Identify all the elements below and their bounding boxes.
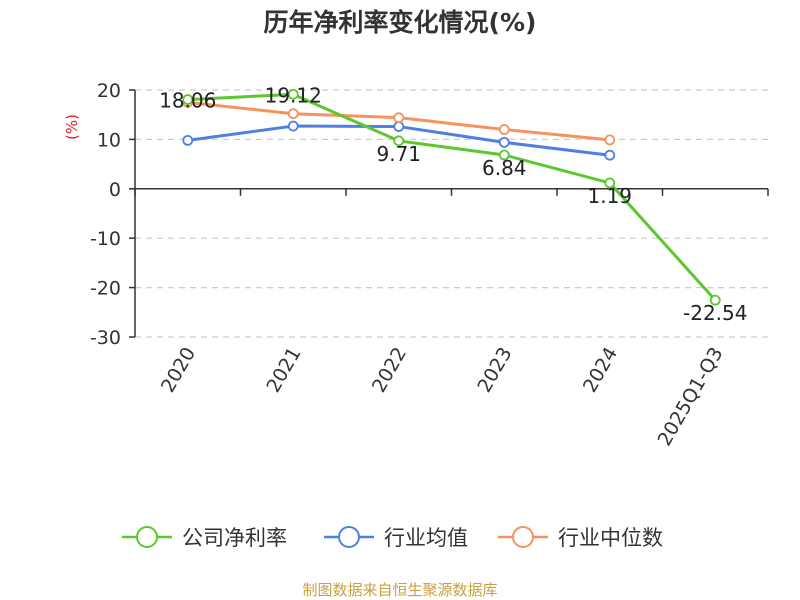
x-tick-label: 2020 [157, 344, 200, 397]
y-tick-label: 10 [97, 129, 121, 151]
data-point[interactable] [182, 94, 194, 105]
legend-item-2[interactable]: 行业中位数 [498, 526, 663, 550]
legend-marker [136, 526, 158, 548]
data-point[interactable] [498, 124, 510, 135]
source-note: 制图数据来自恒生聚源数据库 [302, 581, 497, 599]
legend-item-0[interactable]: 公司净利率 [122, 526, 287, 550]
axis-layer: 20 10 0 -10 -20 -30 2020 2021 2022 2023 2024 2025Q1… [90, 80, 769, 450]
data-point[interactable] [287, 88, 299, 100]
data-label: 18.06 [159, 89, 216, 113]
data-point[interactable] [287, 120, 299, 132]
y-tick-label: 0 [109, 179, 121, 201]
y-tick-label: 20 [97, 80, 121, 102]
data-point[interactable] [604, 177, 616, 189]
y-tick-label: -20 [90, 278, 121, 300]
data-label: -22.54 [683, 301, 747, 325]
chart-title: 历年净利率变化情况(%) [264, 8, 537, 37]
y-tick-label: -10 [90, 228, 121, 250]
grid-layer [135, 89, 768, 338]
legend-label: 行业中位数 [558, 526, 663, 550]
data-point[interactable] [287, 108, 299, 120]
series-2 [182, 96, 616, 146]
legend[interactable]: 公司净利率 行业均值 行业中位数 [122, 526, 663, 550]
legend-label: 行业均值 [384, 526, 468, 550]
series-line [187, 92, 717, 302]
data-label: 9.71 [376, 142, 421, 166]
legend-marker [338, 526, 360, 548]
data-point[interactable] [498, 149, 510, 161]
data-point[interactable] [604, 134, 616, 146]
data-point[interactable] [709, 294, 721, 306]
x-tick-label: 2024 [579, 344, 622, 397]
series-0 [182, 88, 721, 306]
data-point[interactable] [604, 149, 616, 161]
x-tick-label: 2025Q1-Q3 [654, 344, 728, 450]
legend-item-1[interactable]: 行业均值 [324, 526, 468, 550]
series-layer [182, 88, 721, 306]
data-label: 19.12 [265, 83, 322, 107]
data-point[interactable] [498, 136, 510, 148]
legend-marker [512, 526, 534, 548]
data-point[interactable] [393, 135, 405, 147]
data-point[interactable] [393, 121, 405, 132]
x-tick-label: 2022 [368, 344, 411, 397]
data-label: 6.84 [482, 156, 527, 180]
x-tick-label: 2023 [473, 344, 516, 397]
legend-label: 公司净利率 [182, 526, 287, 550]
data-label: 1.19 [587, 184, 632, 208]
data-point[interactable] [393, 112, 405, 124]
data-point[interactable] [182, 134, 194, 146]
y-tick-label: -30 [90, 327, 121, 349]
x-tick-label: 2021 [262, 344, 305, 397]
data-label-layer: 18.06 19.12 9.71 6.84 1.19 -22.54 [159, 83, 747, 325]
y-axis-label: (%) [63, 114, 81, 140]
